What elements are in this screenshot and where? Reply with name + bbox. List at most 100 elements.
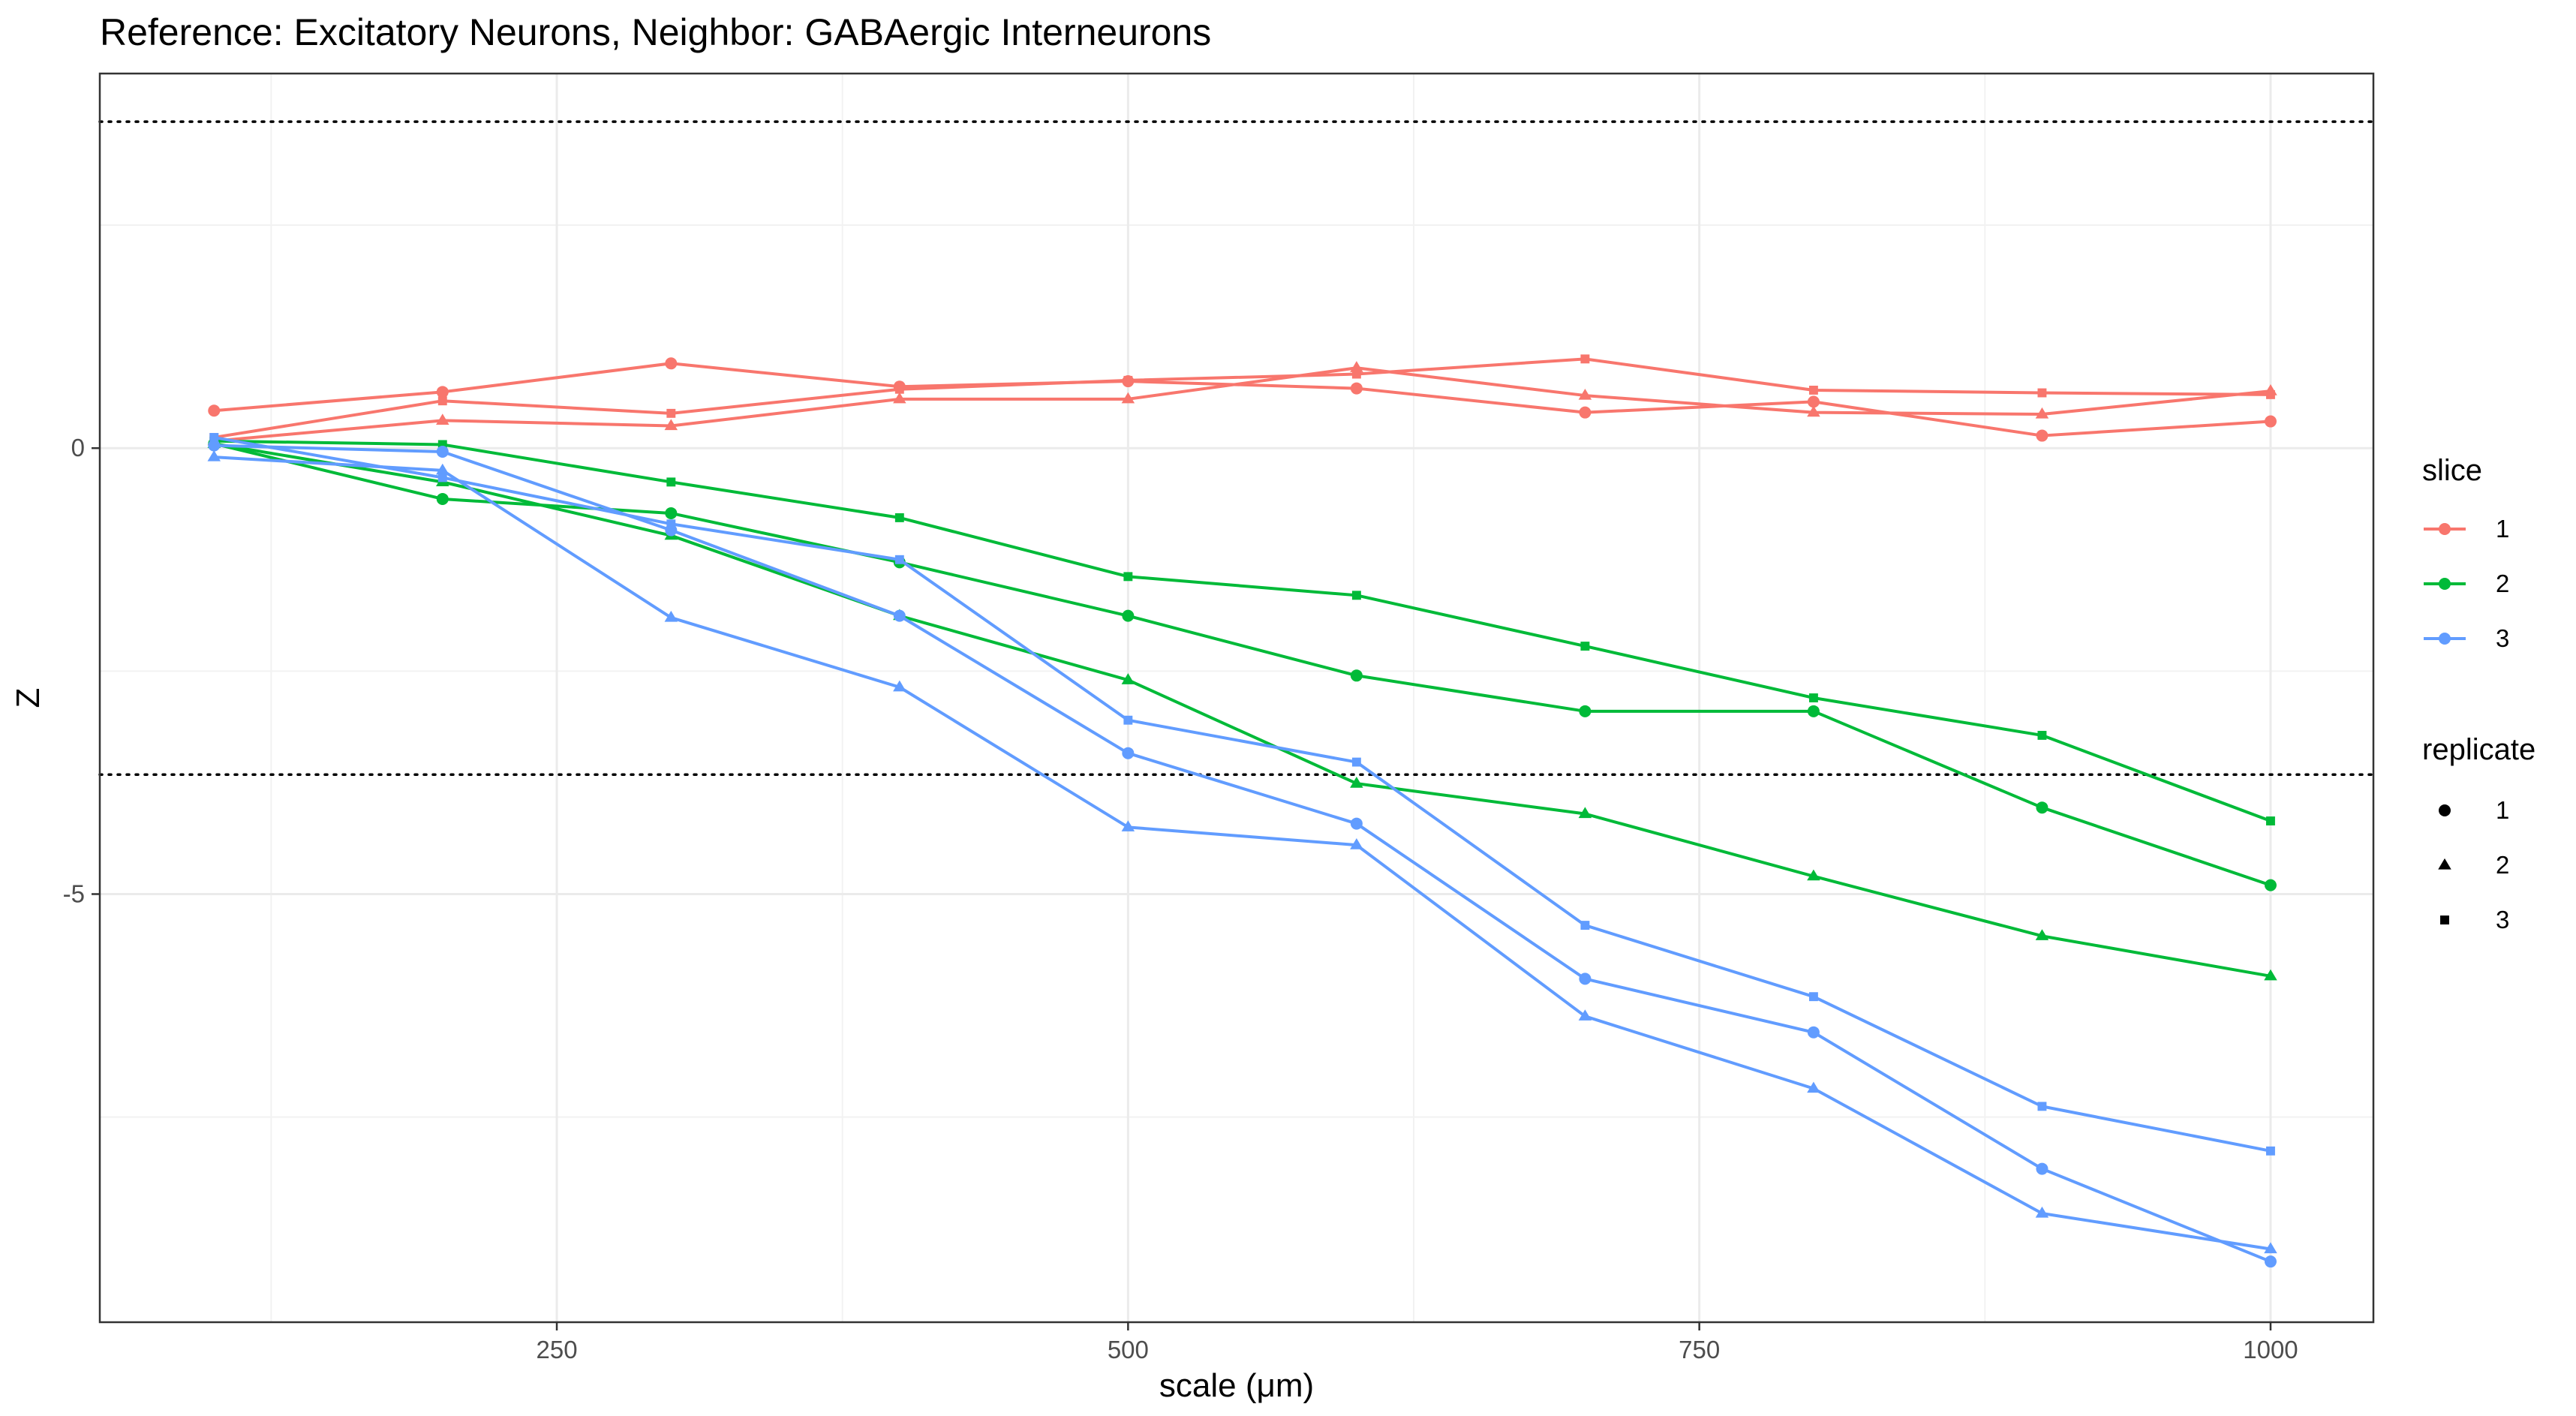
data-point [1578, 1009, 1592, 1021]
data-point [207, 449, 221, 461]
data-point [893, 392, 906, 404]
data-point [1580, 642, 1590, 651]
data-point [208, 439, 221, 452]
series-layer [207, 354, 2277, 1268]
data-point [1123, 715, 1133, 725]
data-point [1351, 591, 1361, 600]
legend: slice replicate 1 2 3 1 2 3 [2422, 454, 2535, 933]
legend-key-point [2439, 578, 2451, 590]
series-line [214, 366, 2271, 443]
data-point [665, 357, 678, 370]
data-point [1807, 869, 1820, 881]
y-tick-label: -5 [63, 879, 85, 907]
series-line [214, 439, 2271, 822]
data-point [894, 513, 904, 522]
series-slice-2-replicate-3 [209, 436, 2275, 825]
series-slice-3-replicate-3 [209, 432, 2275, 1156]
legend-replicate-item-1: 1 [2439, 796, 2509, 824]
data-point [1807, 1026, 1820, 1039]
series-slice-2-replicate-1 [208, 437, 2277, 891]
y-axis-ticks: 0 -5 [63, 434, 100, 907]
x-tick-label: 750 [1679, 1336, 1720, 1363]
series-slice-1-replicate-3 [209, 354, 2275, 442]
legend-slice-item-2: 2 [2424, 570, 2509, 597]
legend-label: 1 [2496, 796, 2509, 824]
data-point [1350, 382, 1363, 395]
data-point [1121, 673, 1135, 684]
series-line [214, 455, 2271, 1251]
data-point [436, 413, 449, 425]
legend-key-point [2439, 523, 2451, 535]
grid-layer [100, 74, 2373, 1322]
x-tick-label: 250 [537, 1336, 578, 1363]
data-point [2035, 929, 2049, 940]
data-point [1123, 375, 1133, 385]
data-point [2266, 816, 2275, 825]
data-point [2037, 730, 2047, 740]
data-point [1579, 705, 1592, 717]
data-point [2037, 388, 2047, 398]
data-point [894, 555, 904, 564]
data-point [437, 473, 447, 483]
data-point [1807, 395, 1820, 408]
data-point [666, 477, 676, 487]
data-point [1580, 921, 1590, 930]
chart-title: Reference: Excitatory Neurons, Neighbor:… [100, 11, 1211, 53]
data-point [666, 408, 676, 418]
data-point [1123, 572, 1133, 582]
reference-lines [98, 120, 2375, 776]
data-point [1122, 747, 1135, 759]
series-line [213, 435, 2271, 1153]
legend-label: 2 [2496, 570, 2509, 597]
data-point [1578, 807, 1592, 819]
data-point [437, 396, 447, 406]
data-point [894, 384, 904, 394]
x-axis-ticks: 250 500 750 1000 [537, 1322, 2298, 1363]
data-point [664, 610, 678, 622]
data-point [436, 463, 449, 475]
y-axis-title: Z [10, 688, 47, 708]
legend-key-point [2439, 633, 2451, 645]
data-point [2036, 801, 2048, 814]
data-point [1351, 757, 1361, 767]
series-slice-3-replicate-1 [208, 439, 2277, 1268]
data-point [1808, 693, 1818, 702]
data-point [208, 404, 221, 417]
series-slice-1-replicate-1 [208, 357, 2277, 442]
series-line [214, 362, 2271, 437]
data-point [1351, 369, 1361, 379]
data-point [1580, 354, 1590, 364]
series-slice-3-replicate-2 [207, 449, 2277, 1254]
data-point [437, 440, 447, 449]
panel-border [98, 72, 2375, 1324]
legend-key-shape [2440, 915, 2449, 924]
data-point [1807, 705, 1820, 717]
data-point [436, 386, 449, 398]
x-tick-label: 500 [1108, 1336, 1149, 1363]
legend-replicate-title: replicate [2422, 733, 2535, 766]
data-point [2264, 879, 2277, 891]
series-line [213, 442, 2271, 887]
legend-key-shape [2439, 804, 2451, 816]
data-point [893, 609, 906, 622]
legend-label: 3 [2496, 906, 2509, 933]
data-point [1121, 820, 1135, 831]
legend-label: 1 [2496, 515, 2509, 543]
series-slice-1-replicate-2 [207, 361, 2277, 446]
data-point [2264, 969, 2277, 981]
x-axis-title: scale (μm) [1159, 1367, 1314, 1404]
legend-slice-title: slice [2422, 454, 2482, 487]
series-line [213, 357, 2271, 439]
data-point [1808, 992, 1818, 1002]
data-point [2264, 415, 2277, 428]
data-point [2264, 1255, 2277, 1268]
data-point [436, 445, 449, 458]
data-point [665, 507, 678, 519]
data-point [2035, 407, 2049, 419]
legend-slice-item-1: 1 [2424, 515, 2509, 543]
data-point [436, 492, 449, 505]
legend-label: 2 [2496, 851, 2509, 879]
legend-replicate-item-2: 2 [2438, 851, 2509, 879]
legend-label: 3 [2496, 624, 2509, 652]
